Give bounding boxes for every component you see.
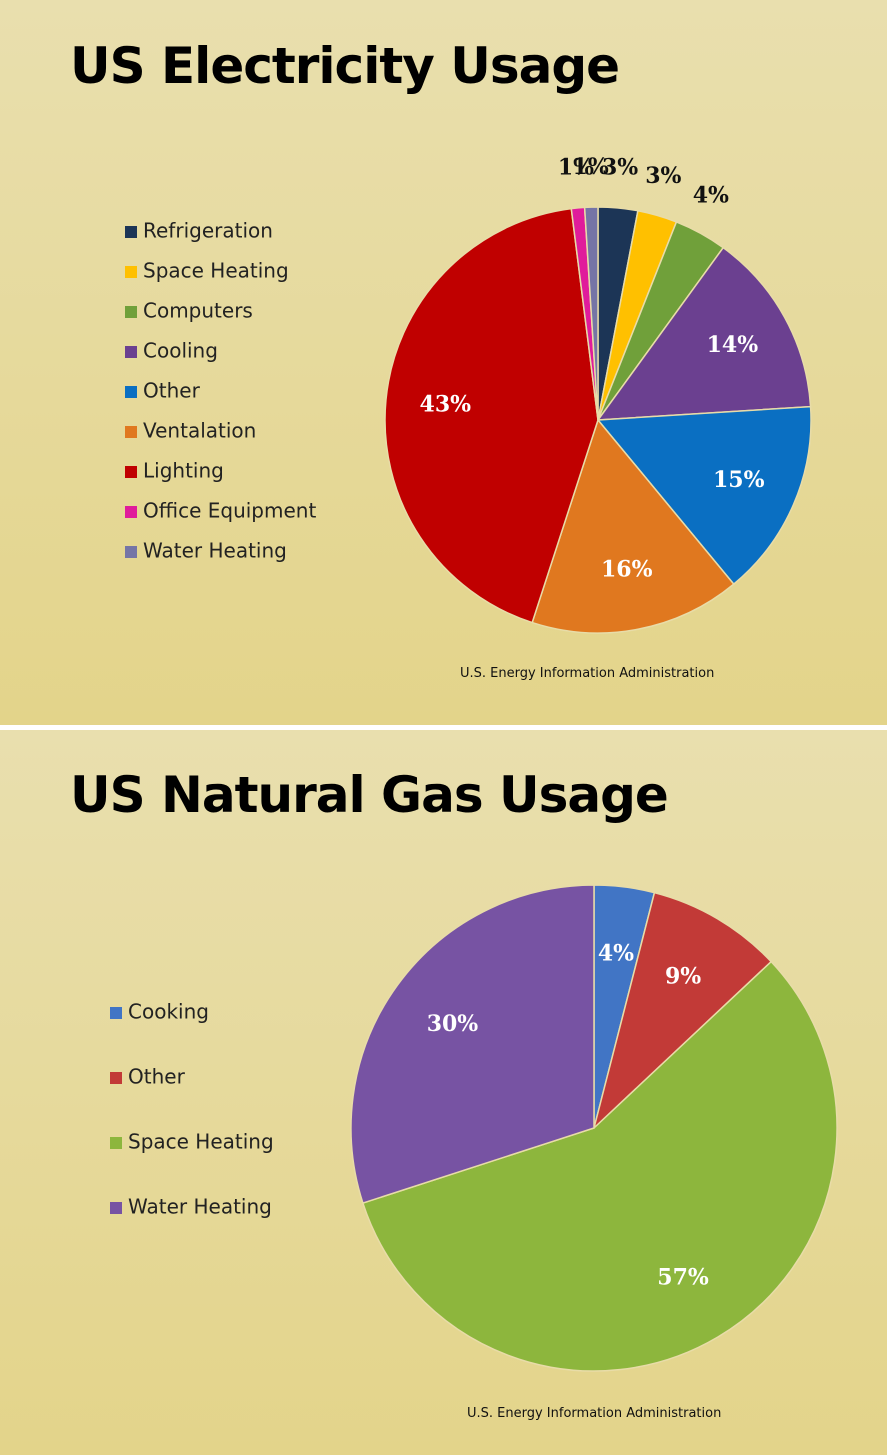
legend-label: Space Heating — [128, 1130, 274, 1154]
legend-label: Other — [128, 1065, 186, 1089]
data-label: 4% — [598, 940, 634, 966]
pie-slice — [583, 206, 599, 421]
pie-slice — [596, 405, 812, 586]
legend-swatch — [125, 266, 137, 278]
legend-label: Water Heating — [128, 1195, 272, 1219]
data-label: 16% — [601, 557, 653, 583]
legend-swatch — [110, 1202, 122, 1214]
legend-label: Cooling — [143, 339, 218, 363]
source-note: U.S. Energy Information Administration — [460, 666, 714, 681]
pie-slice — [531, 418, 735, 634]
data-label: 1% — [573, 154, 609, 180]
legend-label: Water Heating — [143, 539, 287, 563]
legend-swatch — [110, 1072, 122, 1084]
legend-swatch — [125, 386, 137, 398]
legend-swatch — [125, 226, 137, 238]
data-label: 9% — [665, 963, 701, 989]
data-label: 3% — [602, 155, 638, 181]
pie-slice — [592, 891, 773, 1131]
data-label: 1% — [558, 155, 594, 181]
legend-swatch — [125, 506, 137, 518]
legend-swatch — [110, 1007, 122, 1019]
pie-slice — [350, 884, 595, 1205]
legend-label: Refrigeration — [143, 219, 273, 243]
data-label: 57% — [657, 1265, 709, 1291]
chart-title: US Natural Gas Usage — [70, 766, 668, 824]
data-label: 3% — [645, 163, 681, 189]
legend-label: Computers — [143, 299, 253, 323]
source-note: U.S. Energy Information Administration — [467, 1406, 721, 1421]
data-label: 4% — [693, 183, 729, 209]
data-label: 43% — [420, 392, 472, 418]
pie-slice — [361, 960, 838, 1372]
pie-slice — [596, 246, 812, 421]
legend-label: Ventalation — [143, 419, 256, 443]
data-label: 30% — [427, 1011, 479, 1037]
chart-title: US Electricity Usage — [70, 37, 619, 95]
legend-label: Cooking — [128, 1000, 209, 1024]
pie-slice — [384, 207, 599, 624]
legend-swatch — [125, 546, 137, 558]
legend-swatch — [125, 306, 137, 318]
legend-swatch — [125, 426, 137, 438]
data-label: 14% — [707, 332, 759, 358]
legend-label: Other — [143, 379, 201, 403]
data-label: 15% — [713, 467, 765, 493]
legend-swatch — [125, 466, 137, 478]
legend-swatch — [110, 1137, 122, 1149]
legend-swatch — [125, 346, 137, 358]
legend-label: Space Heating — [143, 259, 289, 283]
legend-label: Lighting — [143, 459, 224, 483]
legend-label: Office Equipment — [143, 499, 316, 523]
